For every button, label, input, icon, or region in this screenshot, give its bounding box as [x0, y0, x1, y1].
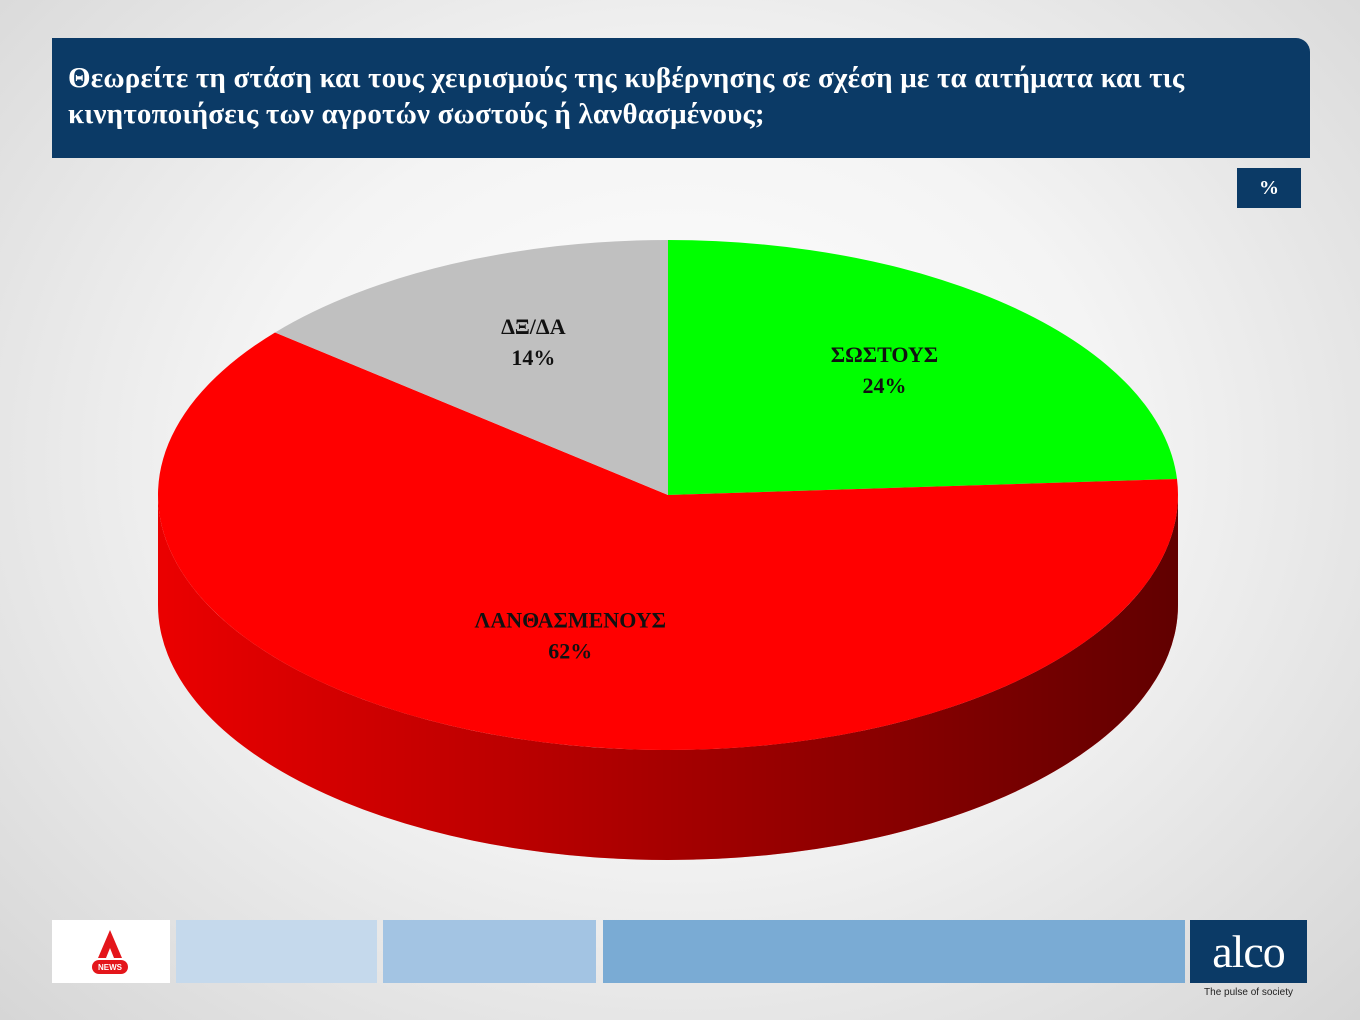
pie-slice: [668, 240, 1177, 495]
slice-label: 62%: [548, 638, 592, 663]
footer-bar: [176, 920, 377, 983]
slice-category: ΔΞ/ΔΑ: [501, 314, 566, 339]
tagline: The pulse of society: [1204, 987, 1293, 998]
pie-slice: [158, 332, 1179, 750]
news-logo: NEWS: [52, 920, 170, 983]
logo-icon: NEWS: [92, 930, 128, 974]
slice-label: 24%: [862, 373, 906, 398]
chart-title: Θεωρείτε τη στάση και τους χειρισμούς τη…: [68, 62, 1185, 130]
unit-label: %: [1237, 168, 1301, 208]
footer-bar: [383, 920, 596, 983]
brand: alco: [1190, 920, 1307, 983]
logo-text: NEWS: [98, 963, 123, 972]
pie-side-shade: [158, 495, 1178, 860]
slice-category: ΛΑΝΘΑΣΜΕΝΟΥΣ: [475, 607, 666, 632]
pie-slice: [275, 240, 668, 495]
header: Θεωρείτε τη στάση και τους χειρισμούς τη…: [52, 38, 1310, 158]
pie-chart: ΣΩΣΤΟΥΣ 24% ΛΑΝΘΑΣΜΕΝΟΥΣ 62% ΔΞ/ΔΑ 14%: [158, 240, 1179, 860]
footer-bar: [603, 920, 1185, 983]
slice-label: 14%: [511, 345, 555, 370]
slice-category: ΣΩΣΤΟΥΣ: [831, 342, 938, 367]
